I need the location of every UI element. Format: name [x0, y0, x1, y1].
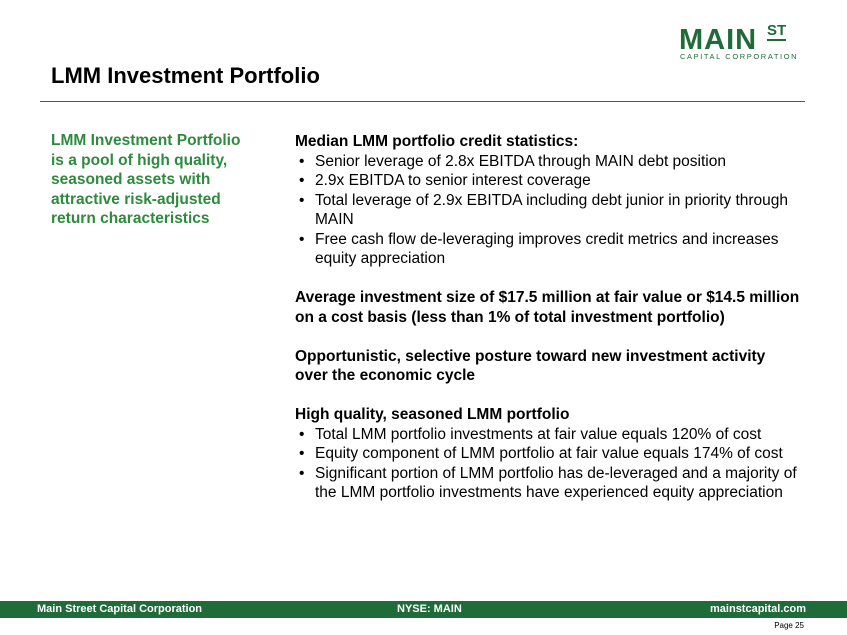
footer-company: Main Street Capital Corporation	[37, 603, 203, 615]
section-heading: Opportunistic, selective posture toward …	[295, 347, 766, 385]
sidebar-callout: LMM Investment Portfolio is a pool of hig…	[51, 131, 276, 229]
sidebar-line: LMM Investment Portfolio	[51, 132, 241, 149]
bullet-marker: •	[299, 425, 305, 443]
bullet-list: • Total LMM portfolio investments at fair…	[295, 425, 800, 503]
page-title: LMM Investment Portfolio	[51, 63, 320, 88]
bullet-text: 2.9x EBITDA to senior interest coverage	[315, 172, 591, 189]
bullet-item: • Total leverage of 2.9x EBITDA including…	[295, 191, 800, 230]
bullet-marker: •	[299, 230, 305, 248]
content-section: High quality, seasoned LMM portfolio • Tot…	[295, 405, 800, 503]
logo-subtitle: CAPITAL CORPORATION	[680, 52, 799, 61]
content-section: Median LMM portfolio credit statistics: •…	[295, 132, 800, 269]
bullet-item: • Significant portion of LMM portfolio ha…	[295, 464, 800, 503]
sidebar-line: seasoned assets with	[51, 171, 211, 188]
bullet-text: Equity component of LMM portfolio at fai…	[315, 445, 783, 462]
sidebar-line: is a pool of high quality,	[51, 151, 228, 169]
bullet-item: • Free cash flow de-leveraging improves c…	[295, 230, 800, 269]
bullet-item: • 2.9x EBITDA to senior interest coverage	[295, 171, 800, 191]
footer-ticker: NYSE: MAIN	[397, 603, 462, 615]
sidebar-line: return characteristics	[51, 210, 210, 227]
title-divider	[40, 101, 805, 102]
bullet-item: • Senior leverage of 2.8x EBITDA through …	[295, 152, 800, 172]
bullet-marker: •	[299, 152, 305, 170]
section-heading: High quality, seasoned LMM portfolio	[295, 406, 570, 423]
page-number: Page 25	[774, 621, 804, 630]
bullet-item: • Total LMM portfolio investments at fair…	[295, 425, 800, 445]
footer-bar: Main Street Capital Corporation NYSE: MA…	[0, 601, 847, 618]
bullet-text: Free cash flow de-leveraging improves cr…	[315, 230, 779, 268]
bullet-marker: •	[299, 445, 305, 462]
logo-st-text: ST	[767, 22, 787, 41]
bullet-text: Total leverage of 2.9x EBITDA including …	[315, 191, 789, 229]
footer-website: mainstcapital.com	[710, 603, 806, 615]
bullet-marker: •	[299, 464, 305, 482]
section-heading: Average investment size of $17.5 million…	[295, 289, 800, 326]
bullet-text: Senior leverage of 2.8x EBITDA through M…	[315, 152, 726, 170]
bullet-marker: •	[299, 191, 305, 209]
bullet-list: • Senior leverage of 2.8x EBITDA through …	[295, 152, 800, 269]
main-content: Median LMM portfolio credit statistics: •…	[295, 132, 800, 522]
content-section: Average investment size of $17.5 million…	[295, 288, 800, 327]
sidebar-line: attractive risk-adjusted	[51, 190, 221, 208]
section-heading: Median LMM portfolio credit statistics:	[295, 133, 579, 150]
bullet-marker: •	[299, 172, 305, 189]
bullet-item: • Equity component of LMM portfolio at fa…	[295, 444, 800, 464]
logo-main-text: MAIN	[679, 24, 758, 56]
bullet-text: Significant portion of LMM portfolio has…	[315, 464, 797, 502]
bullet-text: Total LMM portfolio investments at fair …	[315, 425, 762, 443]
content-section: Opportunistic, selective posture toward …	[295, 347, 800, 386]
